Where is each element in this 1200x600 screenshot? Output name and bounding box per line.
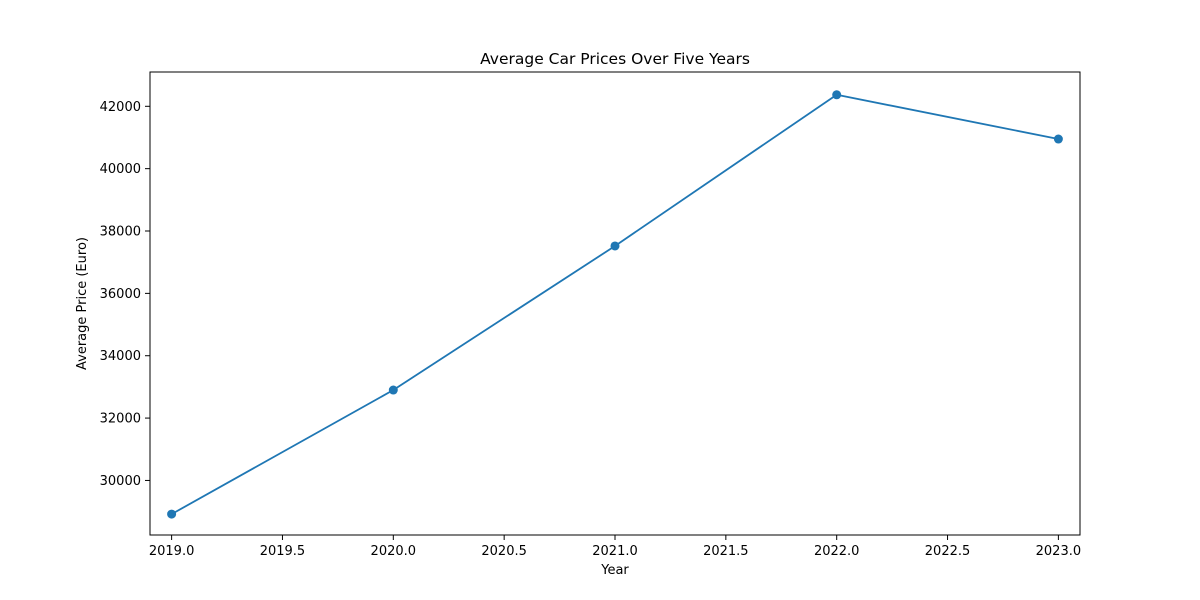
data-point [832, 90, 842, 100]
y-tick-label: 34000 [100, 349, 141, 364]
x-tick-label: 2023.0 [1036, 544, 1082, 559]
y-tick-label: 30000 [100, 474, 141, 489]
y-axis-label: Average Price (Euro) [75, 237, 90, 370]
x-tick-label: 2021.0 [592, 544, 638, 559]
x-axis-label: Year [600, 563, 629, 578]
x-axis: 2019.0 2019.5 2020.0 2020.5 2021.0 2021.5 2022… [149, 535, 1081, 559]
y-tick-label: 38000 [100, 225, 141, 240]
data-point [610, 241, 620, 251]
y-tick-label: 32000 [100, 412, 141, 427]
y-tick-label: 40000 [100, 162, 141, 177]
x-tick-label: 2020.5 [481, 544, 527, 559]
data-point [388, 385, 398, 395]
x-tick-label: 2021.5 [703, 544, 749, 559]
x-tick-label: 2019.5 [260, 544, 306, 559]
x-tick-label: 2022.5 [925, 544, 971, 559]
data-point [167, 509, 177, 519]
chart-title: Average Car Prices Over Five Years [480, 50, 750, 68]
y-axis: 30000 32000 34000 36000 38000 40000 42000 [100, 100, 150, 489]
y-tick-label: 42000 [100, 100, 141, 115]
y-tick-label: 36000 [100, 287, 141, 302]
x-tick-label: 2022.0 [814, 544, 860, 559]
series-layer [167, 90, 1063, 519]
x-tick-label: 2020.0 [371, 544, 417, 559]
data-point [1053, 134, 1063, 144]
x-tick-label: 2019.0 [149, 544, 195, 559]
